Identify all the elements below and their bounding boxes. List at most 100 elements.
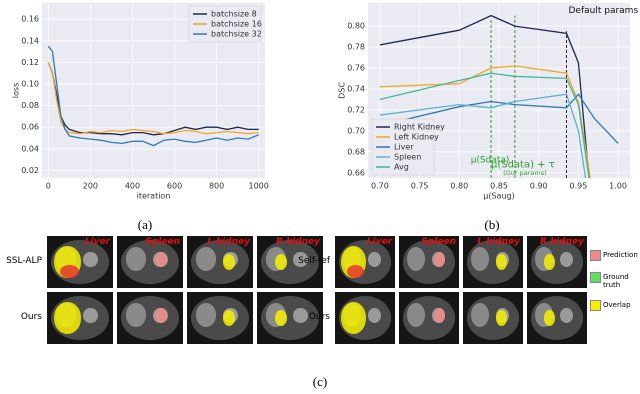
organ xyxy=(368,251,382,268)
organ xyxy=(293,251,308,268)
legend-label: Ground truth xyxy=(603,273,629,289)
row-label: Ours xyxy=(20,312,42,322)
x-axis-label: μ(Saug) xyxy=(483,192,514,201)
x-axis-label: iteration xyxy=(137,192,171,201)
segmentation xyxy=(60,264,79,278)
x-tick-label: 0 xyxy=(46,182,51,191)
scan-image: L kidney xyxy=(463,236,523,288)
legend-label: batchsize 32 xyxy=(211,30,262,39)
x-tick-label: 1000 xyxy=(249,182,269,191)
scan-image xyxy=(47,292,113,344)
plot xyxy=(379,14,619,178)
y-tick-label: 0.76 xyxy=(347,63,365,72)
segmentation xyxy=(496,310,507,326)
scan-image: Liver xyxy=(47,236,113,288)
annotation: μ(Sdata) xyxy=(471,156,510,166)
legend-label: Overlap xyxy=(603,301,631,309)
x-tick-label: 600 xyxy=(167,182,182,191)
organ xyxy=(196,247,217,271)
x-tick-label: 0.80 xyxy=(450,182,468,191)
segmentation xyxy=(347,264,364,278)
y-tick-label: 0.72 xyxy=(347,105,365,114)
line-series xyxy=(379,65,591,178)
organ xyxy=(560,251,574,268)
scan-image xyxy=(335,292,395,344)
line-series xyxy=(47,62,259,136)
segmentation xyxy=(223,254,236,270)
column-label: R kidney xyxy=(276,237,320,247)
x-tick-label: 0.70 xyxy=(371,182,389,191)
plot xyxy=(47,45,259,147)
organ xyxy=(83,251,98,268)
column-label: L kidney xyxy=(207,237,250,247)
scan-image: L kidney xyxy=(187,236,253,288)
y-tick-label: 0.04 xyxy=(21,144,39,153)
scan-image xyxy=(527,292,587,344)
x-tick-label: 0.90 xyxy=(530,182,548,191)
x-tick-label: 0.75 xyxy=(411,182,429,191)
y-tick-label: 0.12 xyxy=(21,58,39,67)
segmentation xyxy=(155,307,168,324)
organ xyxy=(471,247,490,271)
legend-label: Left Kidney xyxy=(394,133,439,142)
annotation: μ(Sdata) + τ xyxy=(491,159,555,170)
annotation: Default params xyxy=(568,6,638,16)
x-tick-label: 400 xyxy=(125,182,140,191)
line-series xyxy=(379,93,587,178)
y-tick-label: 0.80 xyxy=(347,22,365,31)
segmentation xyxy=(223,310,236,326)
organ xyxy=(293,307,308,324)
organ xyxy=(407,247,426,271)
column-label: Liver xyxy=(84,237,110,247)
segmentation xyxy=(433,251,445,268)
caption: (c) xyxy=(313,374,327,389)
line-series xyxy=(379,72,590,178)
x-tick-label: 200 xyxy=(83,182,98,191)
legend-label: Avg xyxy=(394,163,409,172)
scan-image: Spleen xyxy=(399,236,459,288)
segmentation xyxy=(275,310,288,326)
scan-image xyxy=(187,292,253,344)
legend-label: Right Kidney xyxy=(394,123,445,132)
segmentation xyxy=(53,302,82,334)
organ xyxy=(368,307,382,324)
segmentation xyxy=(543,310,555,326)
line-series xyxy=(379,14,590,178)
x-tick-label: 1.00 xyxy=(609,182,627,191)
line-series xyxy=(379,93,619,144)
legend-label: Liver xyxy=(394,143,414,152)
legend-label: batchsize 16 xyxy=(211,20,262,29)
column-label: Spleen xyxy=(145,237,180,247)
organ xyxy=(83,307,98,324)
row-label: SSL-ALP xyxy=(6,256,42,266)
y-tick-label: 0.14 xyxy=(21,36,39,45)
x-tick-label: 0.85 xyxy=(490,182,508,191)
row-label: Self-ref xyxy=(298,256,330,266)
y-tick-label: 0.68 xyxy=(347,147,365,156)
legend-label: batchsize 8 xyxy=(211,10,257,19)
organ xyxy=(126,247,147,271)
line-series xyxy=(47,45,259,147)
scan-image xyxy=(399,292,459,344)
y-tick-label: 0.16 xyxy=(21,15,39,24)
legend-label: Spleen xyxy=(394,153,421,162)
column-label: R kidney xyxy=(540,237,584,247)
x-tick-label: 800 xyxy=(209,182,224,191)
legend-swatch xyxy=(590,300,601,311)
organ xyxy=(196,303,217,327)
organ xyxy=(126,303,147,327)
y-tick-label: 0.10 xyxy=(21,80,39,89)
scan-image xyxy=(463,292,523,344)
legend-swatch xyxy=(590,250,601,261)
scan-image xyxy=(257,292,323,344)
y-tick-label: 0.02 xyxy=(21,166,39,175)
scan-image: R kidney xyxy=(257,236,323,288)
segmentation xyxy=(496,254,507,270)
segmentation xyxy=(155,251,168,268)
legend-swatch xyxy=(590,272,601,283)
segmentation xyxy=(543,254,555,270)
segmentation xyxy=(433,307,445,324)
segmentation xyxy=(341,302,367,334)
organ xyxy=(560,307,574,324)
